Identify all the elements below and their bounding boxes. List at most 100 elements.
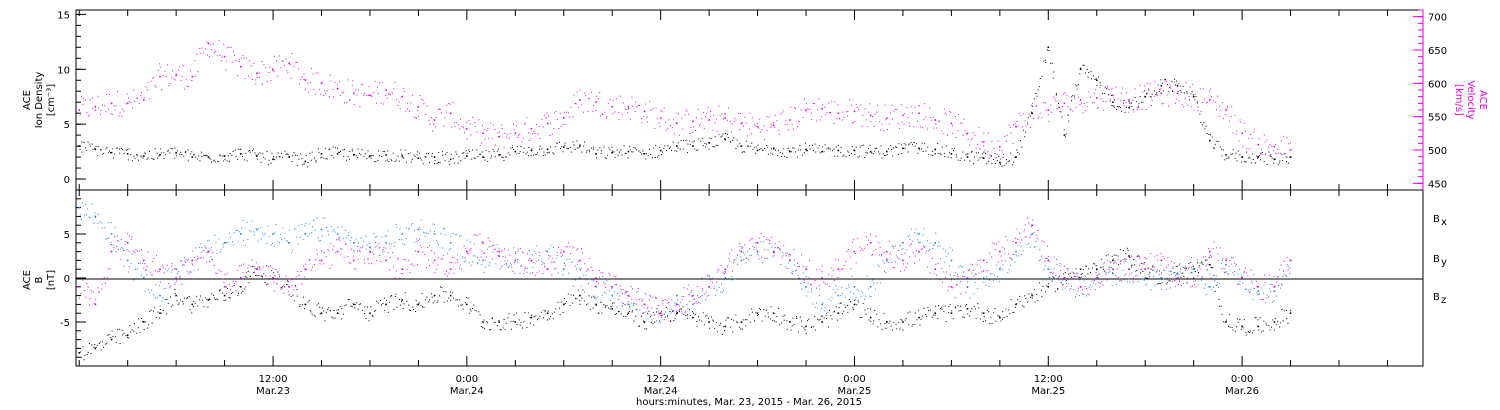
bz-sample bbox=[899, 270, 901, 272]
density-sample bbox=[755, 152, 757, 154]
density-sample bbox=[271, 152, 273, 154]
bz-point bbox=[433, 259, 436, 262]
by-sample bbox=[698, 297, 700, 299]
bx-point bbox=[869, 316, 872, 319]
density-sample bbox=[273, 156, 275, 158]
by-sample bbox=[373, 232, 375, 234]
velocity-sample bbox=[497, 136, 499, 138]
bz-sample bbox=[414, 250, 416, 252]
bz-sample bbox=[479, 233, 481, 235]
density-sample bbox=[940, 154, 942, 156]
velocity-sample bbox=[1196, 101, 1198, 103]
density-sample bbox=[981, 157, 983, 159]
bz-sample bbox=[218, 269, 220, 271]
density-point bbox=[708, 142, 710, 144]
by-sample bbox=[627, 291, 629, 293]
velocity-sample bbox=[848, 99, 850, 101]
bx-sample bbox=[143, 329, 145, 331]
by-sample bbox=[810, 291, 812, 293]
bz-sample bbox=[604, 283, 606, 285]
velocity-point bbox=[482, 132, 484, 135]
by-sample bbox=[958, 266, 960, 268]
by-sample bbox=[1024, 235, 1026, 237]
velocity-sample bbox=[1125, 102, 1127, 104]
bx-sample bbox=[338, 309, 340, 311]
bz-sample bbox=[159, 270, 161, 272]
bz-sample bbox=[575, 249, 577, 251]
bz-sample bbox=[991, 256, 993, 258]
density-point bbox=[724, 138, 727, 141]
density-sample bbox=[804, 142, 806, 144]
bx-sample bbox=[182, 300, 184, 302]
by-sample bbox=[617, 292, 619, 294]
bz-point bbox=[708, 286, 710, 288]
velocity-sample bbox=[255, 83, 257, 85]
by-sample bbox=[1102, 263, 1104, 265]
bz-sample bbox=[397, 257, 399, 259]
bz-sample bbox=[1102, 284, 1104, 286]
density-sample bbox=[259, 152, 261, 154]
velocity-sample bbox=[407, 108, 409, 110]
bx-sample bbox=[334, 317, 336, 319]
density-sample bbox=[1197, 106, 1199, 108]
density-sample bbox=[181, 153, 183, 155]
bx-sample bbox=[451, 292, 453, 294]
velocity-sample bbox=[278, 55, 280, 57]
bx-sample bbox=[548, 318, 550, 320]
bz-sample bbox=[687, 284, 689, 286]
bz-sample bbox=[497, 255, 499, 257]
density-sample bbox=[116, 147, 118, 149]
density-sample bbox=[751, 142, 753, 144]
by-sample bbox=[264, 232, 266, 234]
by-sample bbox=[216, 253, 218, 255]
bz-sample bbox=[305, 263, 307, 265]
velocity-sample bbox=[271, 68, 273, 70]
velocity-sample bbox=[1036, 104, 1038, 106]
density-sample bbox=[264, 158, 266, 160]
bx-sample bbox=[687, 314, 689, 316]
density-sample bbox=[1176, 80, 1178, 82]
velocity-point bbox=[756, 125, 759, 128]
density-sample bbox=[778, 149, 780, 151]
velocity-sample bbox=[884, 104, 886, 106]
by-sample bbox=[771, 246, 773, 248]
bx-sample bbox=[783, 319, 785, 321]
bx-sample bbox=[907, 312, 909, 314]
bx-sample bbox=[285, 284, 287, 286]
velocity-sample bbox=[729, 120, 731, 122]
density-sample bbox=[1023, 129, 1025, 131]
density-point bbox=[1047, 46, 1050, 49]
bz-sample bbox=[1012, 241, 1014, 243]
by-point bbox=[853, 286, 856, 288]
bz-sample bbox=[674, 305, 676, 307]
velocity-sample bbox=[854, 120, 856, 122]
velocity-sample bbox=[812, 103, 814, 105]
density-sample bbox=[901, 152, 903, 154]
velocity-sample bbox=[665, 129, 667, 131]
density-sample bbox=[632, 151, 634, 153]
velocity-sample bbox=[192, 76, 194, 78]
bx-sample bbox=[123, 332, 125, 334]
by-sample bbox=[992, 280, 994, 282]
by-sample bbox=[319, 239, 321, 241]
bx-sample bbox=[1229, 326, 1231, 328]
by-sample bbox=[413, 242, 415, 244]
density-sample bbox=[925, 150, 927, 152]
velocity-sample bbox=[756, 123, 758, 125]
by-sample bbox=[843, 304, 845, 306]
velocity-sample bbox=[1261, 148, 1263, 150]
bx-sample bbox=[157, 311, 159, 313]
velocity-sample bbox=[940, 130, 942, 132]
density-sample bbox=[1064, 136, 1066, 138]
bx-sample bbox=[1265, 322, 1267, 324]
velocity-sample bbox=[660, 110, 662, 112]
by-sample bbox=[760, 241, 762, 243]
bx-sample bbox=[805, 333, 807, 335]
by-point bbox=[1144, 277, 1147, 279]
bx-sample bbox=[1156, 271, 1158, 273]
by-sample bbox=[1060, 282, 1062, 284]
bz-sample bbox=[912, 252, 914, 254]
bx-sample bbox=[170, 296, 172, 298]
bz-sample bbox=[819, 269, 821, 271]
bz-sample bbox=[388, 269, 390, 271]
